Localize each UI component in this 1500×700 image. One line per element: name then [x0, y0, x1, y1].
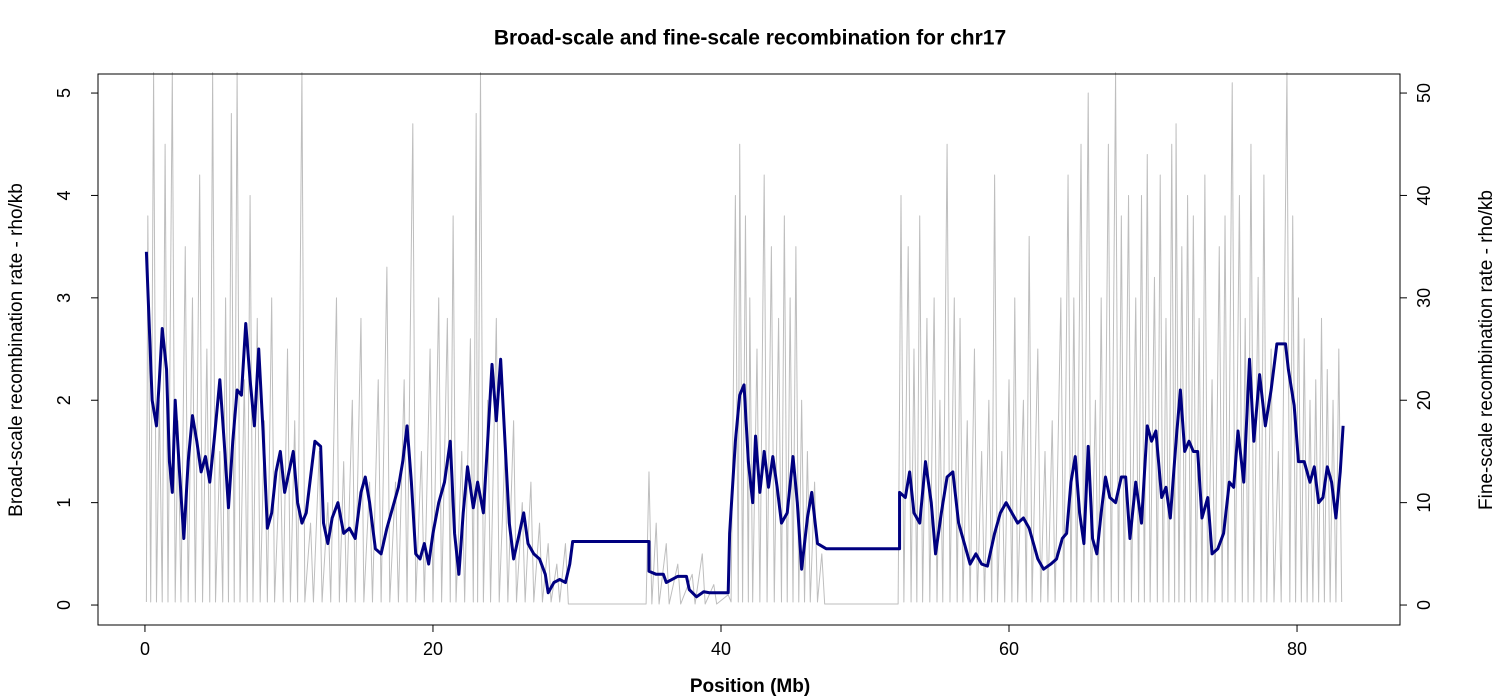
y2-tick-label: 50: [1414, 83, 1434, 103]
broad-scale-line: [144, 251, 1345, 599]
y-tick-label: 3: [54, 293, 74, 303]
y-tick-label: 4: [54, 190, 74, 200]
y2-tick-label: 20: [1414, 390, 1434, 410]
y2-axis-label: Fine-scale recombination rate - rho/kb: [1476, 190, 1497, 510]
y-tick-label: 0: [54, 600, 74, 610]
x-tick-label: 60: [999, 639, 1019, 659]
x-tick-label: 40: [711, 639, 731, 659]
y2-tick-label: 10: [1414, 493, 1434, 513]
x-tick-label: 20: [423, 639, 443, 659]
y2-tick-label: 0: [1414, 600, 1434, 610]
x-axis-label: Position (Mb): [690, 676, 810, 697]
chart-title: Broad-scale and fine-scale recombination…: [494, 27, 1006, 50]
fine-scale-line: [145, 72, 1343, 605]
y2-tick-label: 40: [1414, 185, 1434, 205]
x-tick-label: 80: [1287, 639, 1307, 659]
x-tick-label: 0: [140, 639, 150, 659]
y-tick-label: 1: [54, 498, 74, 508]
y2-tick-label: 30: [1414, 288, 1434, 308]
y-axis-label: Broad-scale recombination rate - rho/kb: [6, 183, 27, 517]
y-tick-label: 2: [54, 395, 74, 405]
y-tick-label: 5: [54, 88, 74, 98]
